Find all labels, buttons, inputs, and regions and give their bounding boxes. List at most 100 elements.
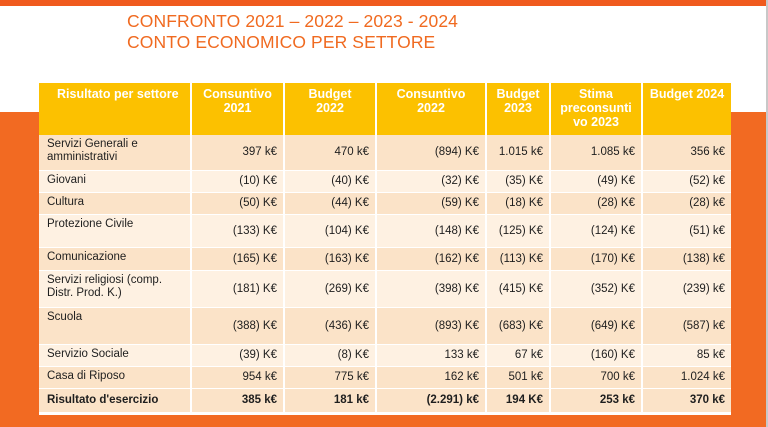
row-value: (104) K€ — [284, 214, 377, 248]
column-header-line: Budget — [308, 87, 352, 101]
row-value: (388) K€ — [191, 307, 285, 345]
row-value: 133 k€ — [376, 344, 487, 367]
row-value: 397 k€ — [191, 135, 285, 171]
row-value: 1.085 k€ — [550, 135, 643, 171]
row-value: (51) k€ — [642, 214, 731, 248]
total-value: (2.291) k€ — [376, 388, 487, 413]
row-value: (44) K€ — [284, 192, 377, 215]
row-value: (59) K€ — [376, 192, 487, 215]
table-body: Servizi Generali e amministrativi 397 k€ 4… — [39, 135, 731, 413]
table-row: Servizio Sociale (39) K€ (8) K€ 133 k€ 67 k€… — [39, 344, 731, 367]
slide-edge — [766, 0, 768, 427]
row-value: (165) K€ — [191, 247, 285, 271]
column-header: Budget 2024 — [642, 83, 731, 135]
column-header-line: vo 2023 — [573, 115, 619, 129]
results-table-container: Risultato per settore Consuntivo 2021 Budge… — [39, 83, 731, 415]
row-label: Protezione Civile — [39, 214, 192, 248]
row-value: (125) K€ — [486, 214, 551, 248]
column-header-line: Risultato per settore — [57, 87, 179, 101]
row-value: (398) K€ — [376, 270, 487, 308]
row-value: 470 k€ — [284, 135, 377, 171]
row-value: 356 k€ — [642, 135, 731, 171]
column-header-line: Stima — [578, 87, 614, 101]
column-header: Risultato per settore — [39, 83, 192, 135]
row-value: (239) k€ — [642, 270, 731, 308]
table-row: Scuola (388) K€ (436) K€ (893) K€ (683) K€ (6… — [39, 307, 731, 345]
results-table: Risultato per settore Consuntivo 2021 Budge… — [39, 83, 731, 413]
row-value: (49) K€ — [550, 170, 643, 193]
slide-title: CONFRONTO 2021 – 2022 – 2023 - 2024 CONT… — [127, 11, 458, 53]
row-value: (587) k€ — [642, 307, 731, 345]
row-value: (148) K€ — [376, 214, 487, 248]
row-value: 775 k€ — [284, 366, 377, 389]
table-row: Servizi religiosi (comp. Distr. Prod. K.… — [39, 270, 731, 308]
table-row: Protezione Civile (133) K€ (104) K€ (148) K… — [39, 214, 731, 248]
row-value: 954 k€ — [191, 366, 285, 389]
row-value: (269) K€ — [284, 270, 377, 308]
table-row: Cultura (50) K€ (44) K€ (59) K€ (18) K€ (28) … — [39, 192, 731, 215]
column-header-line: 2021 — [223, 101, 252, 115]
title-line-2: CONTO ECONOMICO PER SETTORE — [127, 32, 436, 52]
total-row: Risultato d'esercizio 385 k€ 181 k€ (2.291)… — [39, 388, 731, 413]
column-header: Stima preconsunti vo 2023 — [550, 83, 643, 135]
row-value: (113) K€ — [486, 247, 551, 271]
column-header: Consuntivo 2021 — [191, 83, 285, 135]
row-value: (138) k€ — [642, 247, 731, 271]
total-value: 181 k€ — [284, 388, 377, 413]
table-row: Casa di Riposo 954 k€ 775 k€ 162 k€ 501 k€ 70… — [39, 366, 731, 389]
total-value: 370 k€ — [642, 388, 731, 413]
row-value: (683) K€ — [486, 307, 551, 345]
row-value: (52) k€ — [642, 170, 731, 193]
row-value: (124) K€ — [550, 214, 643, 248]
column-header-line: Consuntivo — [396, 87, 466, 101]
row-value: 1.015 k€ — [486, 135, 551, 171]
row-value: (40) K€ — [284, 170, 377, 193]
row-value: (10) K€ — [191, 170, 285, 193]
total-label: Risultato d'esercizio — [39, 388, 192, 413]
row-value: (170) K€ — [550, 247, 643, 271]
table-header-row: Risultato per settore Consuntivo 2021 Budge… — [39, 83, 731, 135]
column-header-line: 2022 — [316, 101, 344, 115]
column-header-line: Consuntivo — [203, 87, 272, 101]
column-header-line: 2022 — [417, 101, 445, 115]
column-header-line: 2023 — [504, 101, 532, 115]
row-value: 700 k€ — [550, 366, 643, 389]
row-value: (28) K€ — [550, 192, 643, 215]
row-value: (163) K€ — [284, 247, 377, 271]
row-value: (352) K€ — [550, 270, 643, 308]
row-value: (649) K€ — [550, 307, 643, 345]
row-label: Cultura — [39, 192, 192, 215]
column-header: Budget 2022 — [284, 83, 377, 135]
row-label: Giovani — [39, 170, 192, 193]
row-value: (893) K€ — [376, 307, 487, 345]
row-label: Servizi Generali e amministrativi — [39, 135, 192, 171]
row-label: Servizi religiosi (comp. Distr. Prod. K.… — [39, 270, 192, 308]
row-value: (162) K€ — [376, 247, 487, 271]
row-value: (415) K€ — [486, 270, 551, 308]
table-row: Giovani (10) K€ (40) K€ (32) K€ (35) K€ (49) … — [39, 170, 731, 193]
column-header: Consuntivo 2022 — [376, 83, 487, 135]
column-header-line: preconsunti — [560, 101, 632, 115]
row-value: (8) K€ — [284, 344, 377, 367]
row-label: Casa di Riposo — [39, 366, 192, 389]
table-row: Servizi Generali e amministrativi 397 k€ 4… — [39, 135, 731, 171]
row-value: (39) K€ — [191, 344, 285, 367]
row-value: (133) K€ — [191, 214, 285, 248]
row-value: (160) K€ — [550, 344, 643, 367]
row-value: 85 k€ — [642, 344, 731, 367]
total-value: 253 k€ — [550, 388, 643, 413]
row-value: 162 k€ — [376, 366, 487, 389]
column-header-line: Budget 2024 — [649, 87, 725, 101]
table-row: Comunicazione (165) K€ (163) K€ (162) K€ (11… — [39, 247, 731, 271]
row-label: Servizio Sociale — [39, 344, 192, 367]
total-value: 194 K€ — [486, 388, 551, 413]
row-value: 501 k€ — [486, 366, 551, 389]
row-label: Scuola — [39, 307, 192, 345]
row-value: (18) K€ — [486, 192, 551, 215]
row-label: Comunicazione — [39, 247, 192, 271]
row-value: (50) K€ — [191, 192, 285, 215]
row-value: (28) k€ — [642, 192, 731, 215]
row-value: 67 k€ — [486, 344, 551, 367]
row-value: 1.024 k€ — [642, 366, 731, 389]
